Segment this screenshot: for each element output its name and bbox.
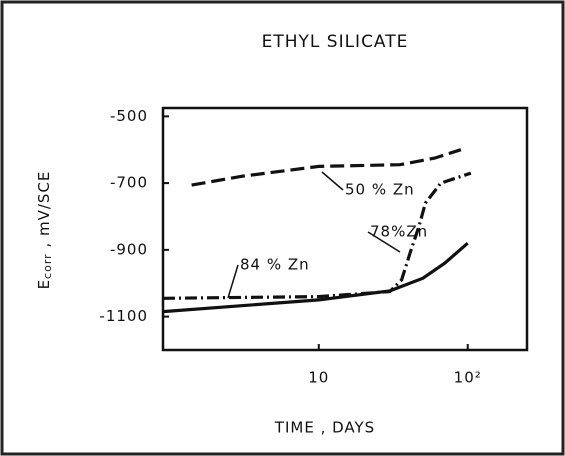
series-label: 50 % Zn (345, 181, 415, 199)
leader-line (321, 171, 344, 191)
series-line (191, 148, 462, 187)
leader-line (227, 264, 239, 299)
y-tick-label: -1100 (99, 307, 148, 325)
y-label-unit: , mV/SCE (35, 171, 53, 254)
series-label: 84 % Zn (240, 256, 310, 274)
y-tick-label: -900 (110, 240, 148, 258)
x-tick-label: 10² (454, 369, 482, 387)
y-label-sub: corr (41, 253, 54, 279)
y-tick-label: -500 (110, 107, 148, 125)
x-axis-label: TIME , DAYS (274, 419, 375, 437)
leader-line (367, 231, 401, 253)
x-tick-label: 10 (308, 369, 329, 387)
y-tick-label: -700 (110, 174, 148, 192)
chart-title: ETHYL SILICATE (262, 32, 409, 52)
y-axis-label: Ecorr , mV/SCE (35, 171, 55, 290)
plot-frame (161, 106, 529, 352)
series-label: 78%Zn (370, 223, 428, 241)
series-line (162, 171, 472, 300)
series-line (162, 241, 469, 314)
y-label-main: E (35, 279, 53, 289)
